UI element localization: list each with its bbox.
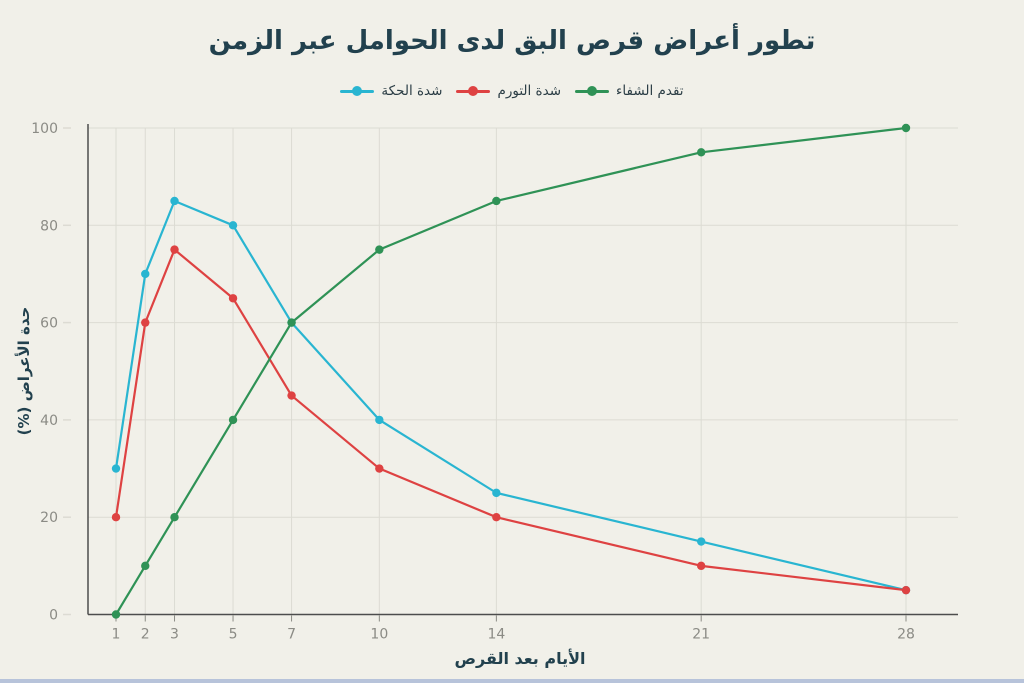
legend-label-itching: شدة الحكة [381,83,443,99]
svg-text:100: 100 [31,121,58,137]
svg-text:60: 60 [40,316,58,332]
svg-text:21: 21 [692,627,710,643]
itching-series-marker-icon [340,86,375,96]
legend-item-healing[interactable]: تقدم الشفاء [575,83,684,99]
chart-legend: شدة الحكة شدة التورم تقدم الشفاء [0,83,1024,99]
svg-text:80: 80 [40,218,58,234]
svg-text:10: 10 [370,627,388,643]
swelling-series-marker-icon [456,86,491,96]
svg-text:14: 14 [487,627,505,643]
bottom-accent-bar [0,679,1024,683]
x-axis-title: الأيام بعد القرص [454,649,586,668]
svg-text:5: 5 [229,627,238,643]
svg-text:0: 0 [49,608,58,624]
y-axis-title: حدة الأعراض (%) [15,306,33,436]
legend-item-itching[interactable]: شدة الحكة [340,83,442,99]
svg-text:28: 28 [897,627,915,643]
svg-text:20: 20 [40,510,58,526]
healing-series-marker-icon [575,86,610,96]
legend-item-swelling[interactable]: شدة التورم [456,83,561,99]
svg-text:3: 3 [170,627,179,643]
svg-text:2: 2 [141,627,150,643]
legend-label-healing: تقدم الشفاء [616,83,684,99]
svg-text:40: 40 [40,413,58,429]
legend-label-swelling: شدة التورم [497,83,562,99]
svg-text:7: 7 [287,627,296,643]
svg-text:1: 1 [112,627,121,643]
chart-title: تطور أعراض قرص البق لدى الحوامل عبر الزم… [208,26,816,56]
